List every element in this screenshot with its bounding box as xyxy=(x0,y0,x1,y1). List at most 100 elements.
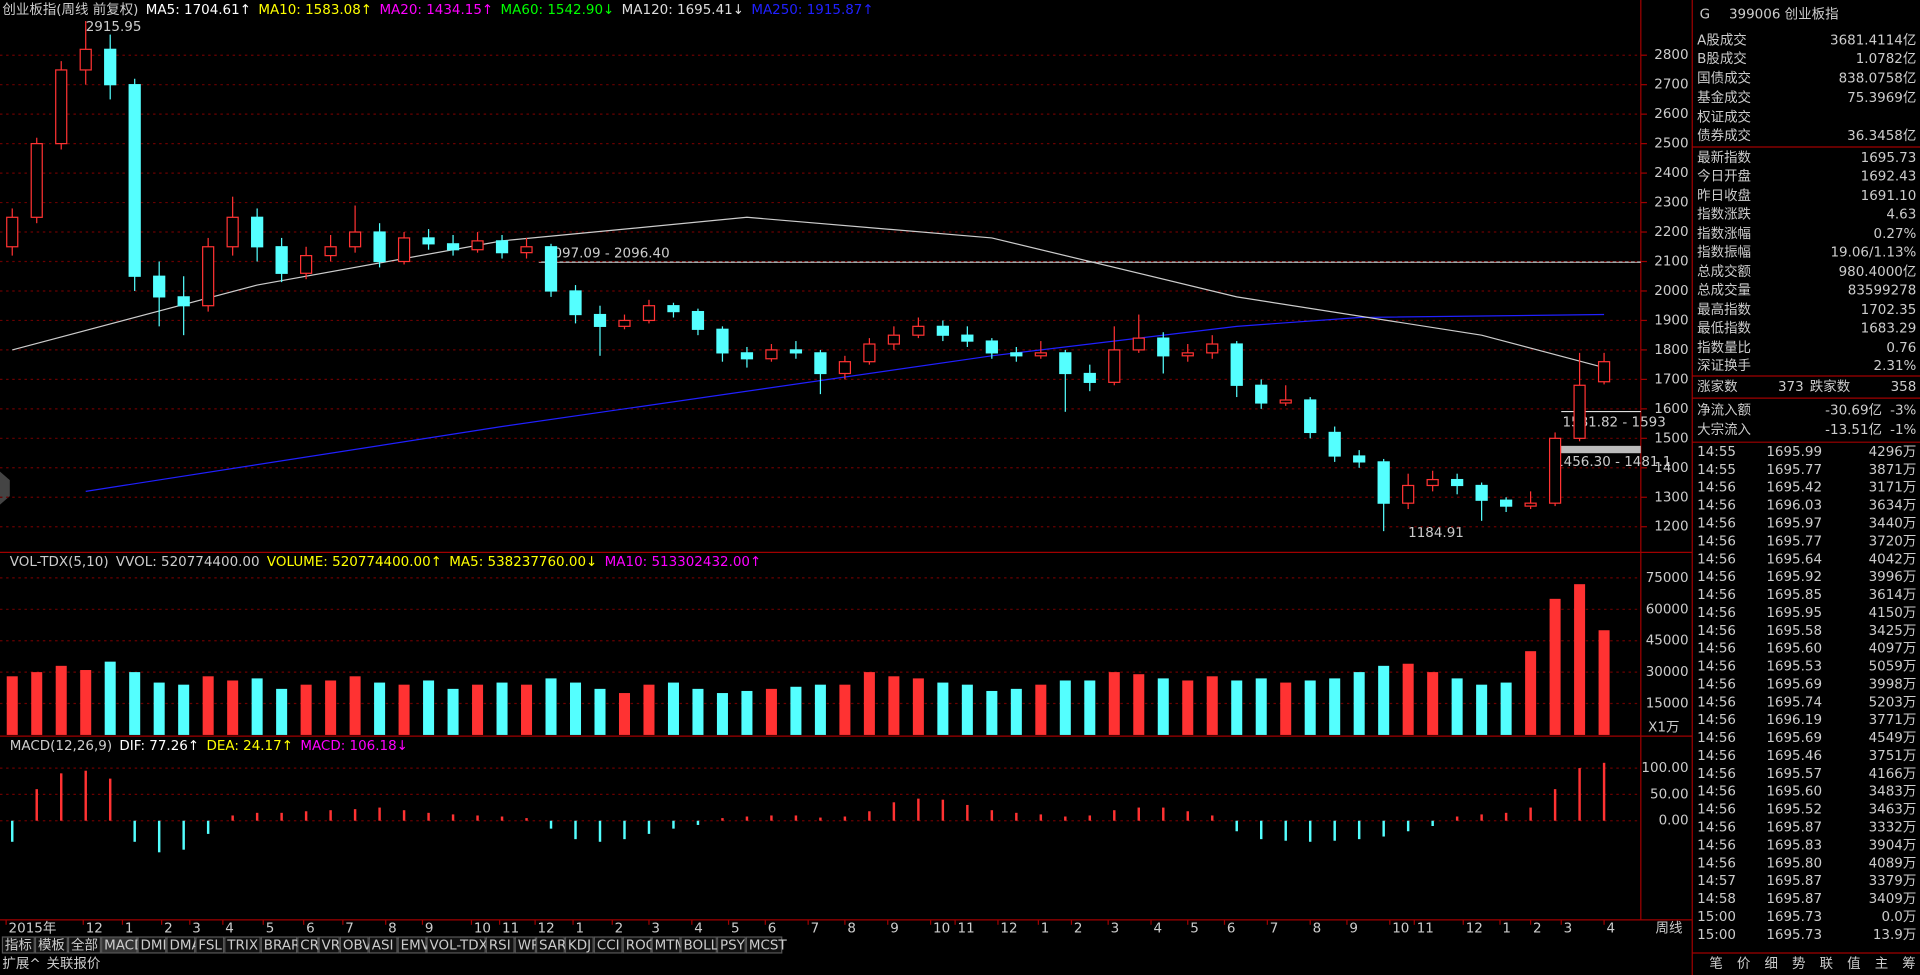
tab-label[interactable]: DMI xyxy=(141,938,167,954)
quote-tab[interactable]: 细 xyxy=(1764,956,1777,972)
tab[interactable] xyxy=(224,936,261,954)
tab[interactable] xyxy=(745,936,783,954)
flow-label: 大宗流入 xyxy=(1697,422,1751,438)
quote-tab[interactable]: 筹 xyxy=(1902,955,1915,972)
tab-label[interactable]: EMV xyxy=(401,938,431,954)
tick-time: 14:56 xyxy=(1697,623,1736,639)
stat-label: 昨日收盘 xyxy=(1697,187,1751,204)
tab-label[interactable]: MACD xyxy=(104,938,144,954)
tab[interactable] xyxy=(101,936,138,954)
tab[interactable] xyxy=(67,936,102,954)
tab[interactable] xyxy=(426,936,486,954)
tick-time: 14:56 xyxy=(1697,659,1736,675)
tab-label[interactable]: DMA xyxy=(169,938,201,954)
flow-value: -13.51亿 xyxy=(1825,422,1882,438)
tab[interactable] xyxy=(535,936,565,954)
tab[interactable] xyxy=(339,936,369,954)
stat-label: 债券成交 xyxy=(1697,127,1751,144)
tab-label[interactable]: ASI xyxy=(372,938,394,954)
tab[interactable] xyxy=(34,936,68,954)
candle-body xyxy=(1451,478,1464,487)
tick-volume: 5203万 xyxy=(1869,694,1917,710)
y-tick-label: 1600 xyxy=(1654,401,1688,417)
tab[interactable] xyxy=(514,936,536,954)
tab-label[interactable]: 全部 xyxy=(71,937,98,954)
tab[interactable] xyxy=(716,936,746,954)
tick-price: 1695.53 xyxy=(1766,659,1822,675)
tab-label[interactable]: RSI xyxy=(489,938,511,954)
tab-label[interactable]: CR xyxy=(300,938,319,954)
tab[interactable] xyxy=(680,936,717,954)
quote-tab[interactable]: 值 xyxy=(1847,956,1860,972)
tab-label[interactable]: OBV xyxy=(343,938,372,954)
tab-label[interactable]: PSY xyxy=(720,938,746,954)
annotation: 2097.09 - 2096.40 xyxy=(545,246,670,262)
candle-body xyxy=(912,325,925,336)
tab-label[interactable]: ROC xyxy=(626,938,655,954)
stat-label: 总成交量 xyxy=(1697,281,1751,298)
quote-tab[interactable]: 笔 xyxy=(1709,956,1722,972)
quote-tab[interactable]: 主 xyxy=(1875,956,1888,972)
tick-time: 14:55 xyxy=(1697,444,1736,460)
volume-bar xyxy=(374,682,386,735)
tab[interactable] xyxy=(297,936,319,954)
tab-label[interactable]: BOLL xyxy=(684,938,719,954)
tab-label[interactable]: CCI xyxy=(597,938,620,954)
stat-value: 19.06/1.13% xyxy=(1830,244,1916,260)
tab-label[interactable]: SAR xyxy=(539,938,566,954)
tab-label[interactable]: MCST xyxy=(749,938,788,954)
volume-bar xyxy=(1598,630,1610,735)
x-tick-label: 9 xyxy=(890,920,899,936)
volume-bar xyxy=(202,676,214,735)
tab[interactable] xyxy=(195,936,225,954)
candle-body xyxy=(667,305,680,313)
tab-label[interactable]: 模板 xyxy=(38,938,65,954)
quote-tab[interactable]: 价 xyxy=(1737,956,1751,972)
tab[interactable] xyxy=(137,936,167,954)
tab[interactable] xyxy=(564,936,594,954)
tick-time: 14:56 xyxy=(1697,587,1736,603)
tab[interactable] xyxy=(260,936,298,954)
tab[interactable] xyxy=(368,936,398,954)
candle-body xyxy=(1010,352,1023,357)
tab[interactable] xyxy=(397,936,427,954)
y-tick-label: 1800 xyxy=(1654,342,1688,358)
candle-body xyxy=(838,361,852,375)
tab-label[interactable]: WR xyxy=(518,938,541,954)
candle-body xyxy=(1402,484,1415,504)
tick-time: 14:56 xyxy=(1697,837,1736,853)
tab-label[interactable]: VOL-TDX xyxy=(430,938,488,954)
tick-price: 1695.77 xyxy=(1766,533,1822,549)
tick-time: 14:56 xyxy=(1697,676,1736,692)
tab[interactable] xyxy=(318,936,340,954)
tick-price: 1695.95 xyxy=(1766,605,1822,621)
bottom-tab[interactable]: 扩展^ xyxy=(2,956,40,972)
tab-label[interactable]: TRIX xyxy=(226,938,258,954)
tab[interactable] xyxy=(166,936,196,954)
bottom-tab[interactable]: 关联报价 xyxy=(47,956,101,972)
side-handle[interactable] xyxy=(0,471,10,505)
quote-tab[interactable]: 势 xyxy=(1792,956,1805,972)
flow-pct: -3% xyxy=(1890,402,1916,418)
volume-bar xyxy=(1206,676,1218,735)
quote-tab[interactable]: 联 xyxy=(1820,956,1833,972)
tab-label[interactable]: VR xyxy=(322,938,341,954)
tab[interactable] xyxy=(1,936,35,954)
tab-label[interactable]: 指标 xyxy=(5,938,32,954)
x-tick-label: 6 xyxy=(768,920,777,936)
tab-label[interactable]: FSL xyxy=(198,938,222,954)
candle-body xyxy=(446,243,460,251)
tab[interactable] xyxy=(593,936,623,954)
tick-volume: 3751万 xyxy=(1869,748,1917,764)
tab-label[interactable]: MTM xyxy=(655,938,686,954)
candle-body xyxy=(814,352,827,375)
tab-label[interactable]: BRAR xyxy=(264,938,301,954)
tab[interactable] xyxy=(485,936,515,954)
tab[interactable] xyxy=(651,936,681,954)
drawn-band xyxy=(1555,445,1641,454)
volume-bar xyxy=(325,680,337,735)
tab-label[interactable]: KDJ xyxy=(568,938,591,954)
tab[interactable] xyxy=(622,936,652,954)
stat-label: 最高指数 xyxy=(1697,301,1751,318)
